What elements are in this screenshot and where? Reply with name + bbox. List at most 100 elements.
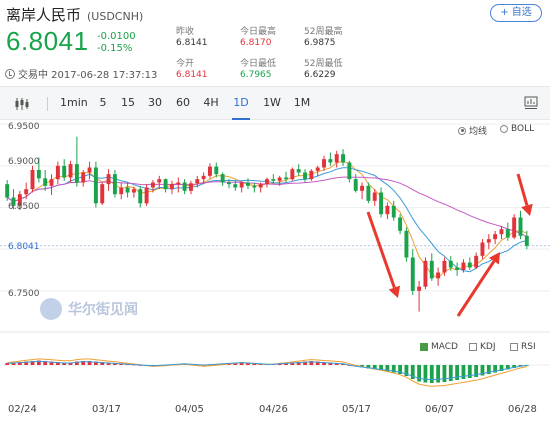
change-pct: -0.15%	[97, 43, 133, 54]
macd-bar	[398, 365, 402, 374]
candle	[379, 187, 384, 218]
macd-bar	[49, 361, 54, 365]
macd-bar	[296, 362, 301, 365]
candle-body	[252, 185, 257, 188]
macd-bar	[11, 362, 16, 365]
candle-body	[176, 182, 181, 185]
legend-ma-label: 均线	[469, 127, 488, 137]
candle	[322, 155, 327, 171]
checkbox-on-icon	[420, 343, 428, 351]
candle	[524, 230, 529, 250]
macd-bar	[474, 365, 479, 377]
candle-body	[125, 187, 130, 193]
candle-body	[404, 230, 409, 258]
candle-body	[144, 187, 149, 204]
x-tick: 02/24	[8, 404, 37, 415]
legend-rsi[interactable]: RSI	[510, 342, 536, 352]
candle-body	[182, 182, 187, 191]
annotation-arrow-right	[516, 173, 533, 216]
x-tick: 04/05	[175, 404, 204, 415]
arrow-shaft	[456, 260, 496, 317]
candle	[87, 161, 92, 180]
macd-bar	[74, 361, 79, 365]
macd-bar	[36, 360, 41, 365]
candle	[423, 257, 428, 290]
instrument-symbol: (USDCNH)	[87, 10, 144, 23]
macd-dif-line	[7, 358, 527, 387]
y-tick: 6.9000	[8, 157, 40, 167]
stat-label: 52周最低	[304, 59, 343, 69]
macd-bar	[372, 365, 377, 370]
candle	[366, 182, 371, 204]
y-tick: 6.7500	[8, 289, 40, 299]
candle	[119, 182, 124, 200]
macd-bar	[5, 363, 10, 365]
period-1w[interactable]: 1W	[263, 96, 281, 109]
macd-bar	[239, 362, 244, 365]
candle	[112, 170, 117, 198]
stat-high52: 52周最高 6.9875	[304, 27, 342, 49]
candle	[328, 152, 333, 166]
period-15[interactable]: 15	[121, 96, 135, 109]
candle	[518, 210, 523, 240]
stat-open: 今开 6.8141	[176, 59, 208, 81]
candle-body	[258, 184, 263, 188]
candle	[62, 159, 67, 181]
candle-body	[296, 169, 301, 173]
period-4h[interactable]: 4H	[203, 96, 219, 109]
legend-boll[interactable]: BOLL	[500, 124, 534, 134]
period-60[interactable]: 60	[176, 96, 190, 109]
candle	[499, 225, 504, 240]
candle	[353, 174, 358, 193]
candle	[55, 161, 60, 185]
macd-bar	[30, 361, 35, 365]
macd-bar	[448, 365, 453, 381]
candle	[480, 239, 485, 260]
candle	[138, 185, 143, 208]
candle-body	[131, 189, 136, 193]
macd-bar	[62, 362, 67, 365]
macd-bar	[43, 361, 48, 365]
watermark: 华尔街见闻	[40, 298, 138, 320]
candle-body	[436, 272, 441, 279]
legend-ma[interactable]: 均线	[458, 124, 487, 137]
period-1min[interactable]: 1min	[60, 96, 88, 109]
period-30[interactable]: 30	[148, 96, 162, 109]
candle	[486, 234, 491, 250]
macd-bar	[328, 362, 333, 365]
candle-body	[239, 182, 244, 188]
legend-kdj[interactable]: KDJ	[469, 342, 496, 352]
macd-bar	[68, 362, 73, 365]
macd-bar	[499, 365, 504, 371]
x-tick: 06/28	[508, 404, 537, 415]
candle	[233, 180, 238, 191]
candle-body	[455, 267, 460, 270]
chart-toolbar: 1min 5 15 30 60 4H 1D 1W 1M	[0, 86, 550, 120]
candle	[436, 267, 441, 286]
macd-bar	[436, 365, 441, 383]
candle	[5, 180, 10, 201]
period-1m[interactable]: 1M	[293, 96, 311, 109]
legend-macd[interactable]: MACD	[420, 342, 458, 352]
macd-bar	[429, 365, 434, 383]
candle	[252, 182, 257, 193]
candle	[125, 182, 130, 198]
candle-body	[442, 260, 447, 273]
candle	[360, 182, 365, 200]
chart-settings-icon[interactable]	[524, 96, 538, 110]
arrow-head	[388, 285, 401, 298]
macd-bar	[17, 362, 22, 365]
candle-body	[36, 170, 41, 179]
candle-body	[49, 179, 54, 186]
candle-body	[518, 217, 523, 236]
radio-on-icon	[458, 126, 466, 135]
add-to-watchlist-button[interactable]: + 自选	[490, 4, 542, 22]
candle	[474, 252, 479, 270]
candlestick-chart-icon[interactable]	[14, 97, 30, 111]
period-5[interactable]: 5	[99, 96, 107, 109]
chart-area[interactable]: 6.9500 6.9000 6.8500 6.8041 6.7500 均线 BO…	[0, 120, 550, 423]
period-1d[interactable]: 1D	[232, 96, 250, 120]
candle-body	[195, 179, 200, 184]
candle	[100, 182, 105, 205]
price-chart[interactable]	[0, 120, 550, 423]
